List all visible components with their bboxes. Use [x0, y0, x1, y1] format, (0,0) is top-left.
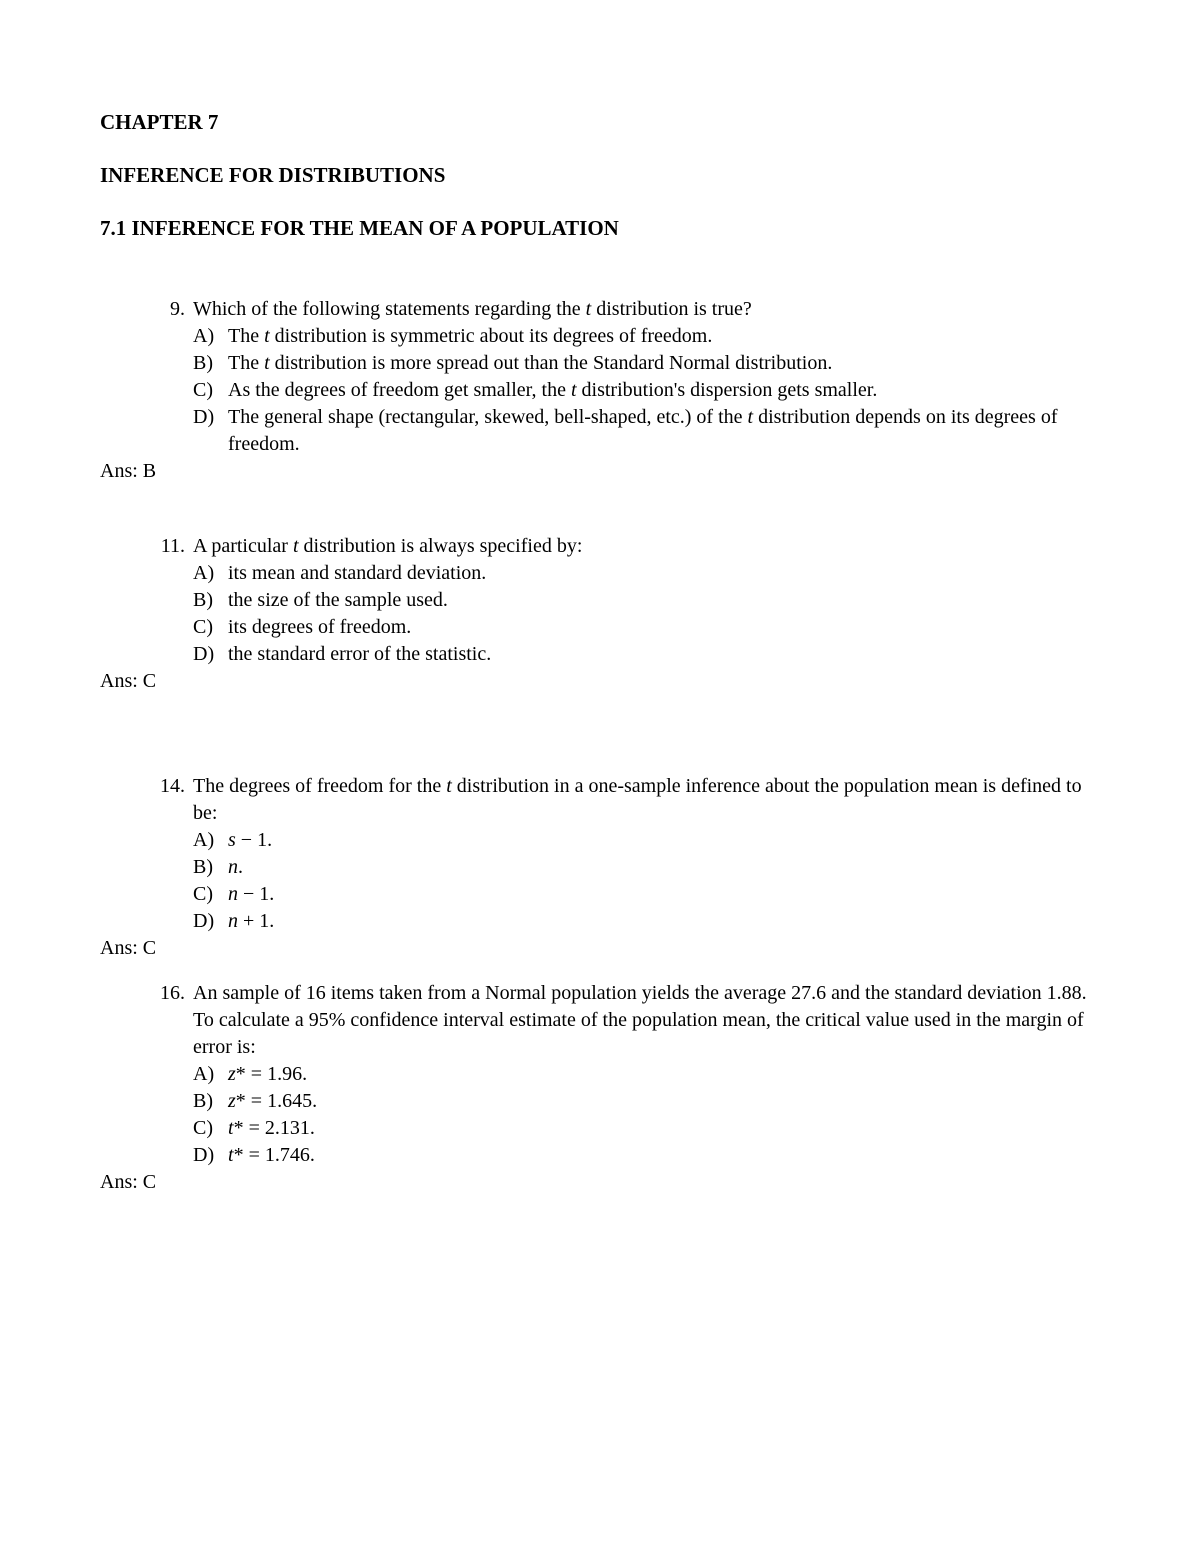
- option-letter: D): [193, 908, 228, 935]
- option-text: The general shape (rectangular, skewed, …: [228, 404, 1100, 458]
- option-letter: A): [193, 1061, 228, 1088]
- option-text: The t distribution is more spread out th…: [228, 350, 1100, 377]
- option-letter: C): [193, 881, 228, 908]
- option-text: s − 1.: [228, 827, 1100, 854]
- option-text: t* = 2.131.: [228, 1115, 1100, 1142]
- question-text: A particular t distribution is always sp…: [193, 533, 1100, 560]
- option-text: As the degrees of freedom get smaller, t…: [228, 377, 1100, 404]
- option-text: n.: [228, 854, 1100, 881]
- question-text: The degrees of freedom for the t distrib…: [193, 773, 1100, 827]
- option-text: the size of the sample used.: [228, 587, 1100, 614]
- question-stem: 11. A particular t distribution is alway…: [100, 533, 1100, 560]
- question-block: 16. An sample of 16 items taken from a N…: [100, 980, 1100, 1194]
- document-page: CHAPTER 7 INFERENCE FOR DISTRIBUTIONS 7.…: [0, 0, 1200, 1553]
- option-text: n − 1.: [228, 881, 1100, 908]
- option-text: t* = 1.746.: [228, 1142, 1100, 1169]
- option-letter: B): [193, 587, 228, 614]
- question-number: 11.: [140, 533, 193, 560]
- chapter-title-text: INFERENCE FOR DISTRIBUTIONS: [100, 163, 445, 187]
- option-text: its degrees of freedom.: [228, 614, 1100, 641]
- option-text: The t distribution is symmetric about it…: [228, 323, 1100, 350]
- question-text: Which of the following statements regard…: [193, 296, 1100, 323]
- option-text: n + 1.: [228, 908, 1100, 935]
- option-row: C) n − 1.: [100, 881, 1100, 908]
- option-letter: D): [193, 641, 228, 668]
- option-letter: A): [193, 827, 228, 854]
- answer-line: Ans: C: [100, 937, 1100, 960]
- option-row: A) The t distribution is symmetric about…: [100, 323, 1100, 350]
- option-row: A) z* = 1.96.: [100, 1061, 1100, 1088]
- option-letter: C): [193, 377, 228, 404]
- chapter-heading: CHAPTER 7: [100, 110, 1100, 135]
- option-letter: B): [193, 350, 228, 377]
- chapter-title: INFERENCE FOR DISTRIBUTIONS: [100, 163, 1100, 188]
- option-text: z* = 1.96.: [228, 1061, 1100, 1088]
- option-letter: B): [193, 854, 228, 881]
- option-row: B) the size of the sample used.: [100, 587, 1100, 614]
- answer-line: Ans: B: [100, 460, 1100, 483]
- question-number: 9.: [140, 296, 193, 323]
- option-row: B) n.: [100, 854, 1100, 881]
- option-letter: C): [193, 1115, 228, 1142]
- option-row: D) The general shape (rectangular, skewe…: [100, 404, 1100, 458]
- option-row: D) n + 1.: [100, 908, 1100, 935]
- question-block: 14. The degrees of freedom for the t dis…: [100, 773, 1100, 960]
- chapter-heading-text: CHAPTER 7: [100, 110, 218, 134]
- question-text: An sample of 16 items taken from a Norma…: [193, 980, 1100, 1061]
- option-row: C) As the degrees of freedom get smaller…: [100, 377, 1100, 404]
- option-row: D) the standard error of the statistic.: [100, 641, 1100, 668]
- option-letter: D): [193, 404, 228, 431]
- option-row: A) s − 1.: [100, 827, 1100, 854]
- option-text: its mean and standard deviation.: [228, 560, 1100, 587]
- section-title: 7.1 INFERENCE FOR THE MEAN OF A POPULATI…: [100, 216, 1100, 241]
- section-title-text: 7.1 INFERENCE FOR THE MEAN OF A POPULATI…: [100, 216, 619, 240]
- option-letter: A): [193, 560, 228, 587]
- question-number: 14.: [140, 773, 193, 800]
- question-stem: 9. Which of the following statements reg…: [100, 296, 1100, 323]
- option-text: z* = 1.645.: [228, 1088, 1100, 1115]
- question-stem: 14. The degrees of freedom for the t dis…: [100, 773, 1100, 827]
- question-block: 11. A particular t distribution is alway…: [100, 533, 1100, 693]
- question-stem: 16. An sample of 16 items taken from a N…: [100, 980, 1100, 1061]
- option-letter: B): [193, 1088, 228, 1115]
- question-number: 16.: [140, 980, 193, 1007]
- question-block: 9. Which of the following statements reg…: [100, 296, 1100, 483]
- answer-line: Ans: C: [100, 1171, 1100, 1194]
- option-letter: A): [193, 323, 228, 350]
- option-row: B) The t distribution is more spread out…: [100, 350, 1100, 377]
- option-letter: C): [193, 614, 228, 641]
- option-row: C) its degrees of freedom.: [100, 614, 1100, 641]
- option-row: B) z* = 1.645.: [100, 1088, 1100, 1115]
- option-row: D) t* = 1.746.: [100, 1142, 1100, 1169]
- option-letter: D): [193, 1142, 228, 1169]
- option-text: the standard error of the statistic.: [228, 641, 1100, 668]
- option-row: A) its mean and standard deviation.: [100, 560, 1100, 587]
- option-row: C) t* = 2.131.: [100, 1115, 1100, 1142]
- answer-line: Ans: C: [100, 670, 1100, 693]
